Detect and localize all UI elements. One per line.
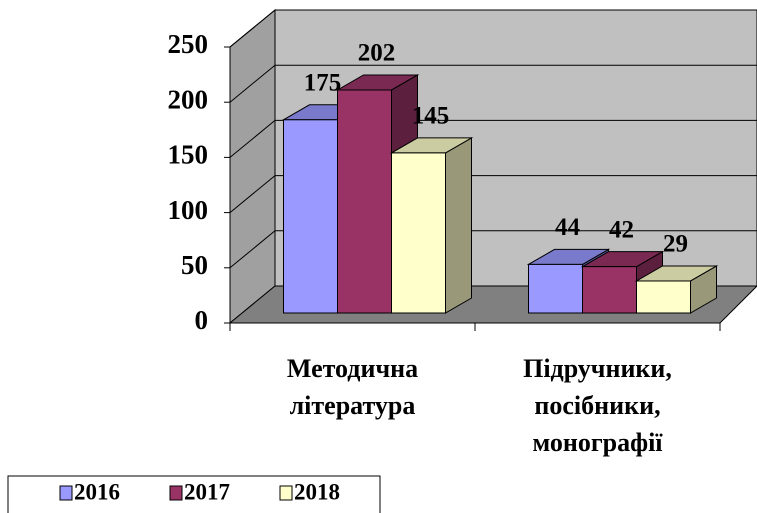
- side-wall: [229, 8, 276, 325]
- grid-line: [229, 9, 276, 48]
- y-tick-label: 150: [168, 140, 209, 170]
- bar-side: [445, 137, 472, 314]
- bar: [389, 137, 474, 314]
- grid-line: [229, 120, 276, 158]
- data-label: 42: [609, 216, 634, 243]
- data-label: 145: [412, 103, 450, 130]
- y-tick-label: 100: [168, 195, 209, 225]
- legend-swatch: [59, 485, 73, 501]
- legend-label: 2016: [74, 479, 120, 504]
- y-tick-label: 0: [195, 305, 209, 335]
- bar: [634, 265, 719, 314]
- bar-front: [283, 119, 338, 314]
- data-label: 29: [663, 231, 688, 258]
- data-label: 175: [304, 70, 342, 97]
- bar-front: [528, 263, 583, 314]
- x-tick-label: Підручники, посібники, монографії: [523, 354, 672, 457]
- y-tick-label: 200: [168, 84, 209, 114]
- bar-front: [391, 152, 446, 314]
- data-label: 44: [555, 214, 581, 241]
- legend-label: 2018: [294, 479, 340, 504]
- x-tick-label: Методична література: [287, 354, 418, 420]
- y-tick-label: 250: [168, 29, 209, 59]
- grid-line: [229, 175, 276, 213]
- y-tick-label: 50: [181, 250, 208, 280]
- legend-swatch: [279, 485, 293, 501]
- bar-front: [582, 266, 637, 314]
- bar-front: [337, 89, 392, 314]
- data-label: 202: [358, 40, 396, 67]
- grid-line: [229, 230, 276, 269]
- grid-line: [229, 64, 276, 103]
- legend-label: 2017: [184, 479, 230, 504]
- bar-front: [636, 280, 691, 314]
- legend-swatch: [169, 485, 183, 501]
